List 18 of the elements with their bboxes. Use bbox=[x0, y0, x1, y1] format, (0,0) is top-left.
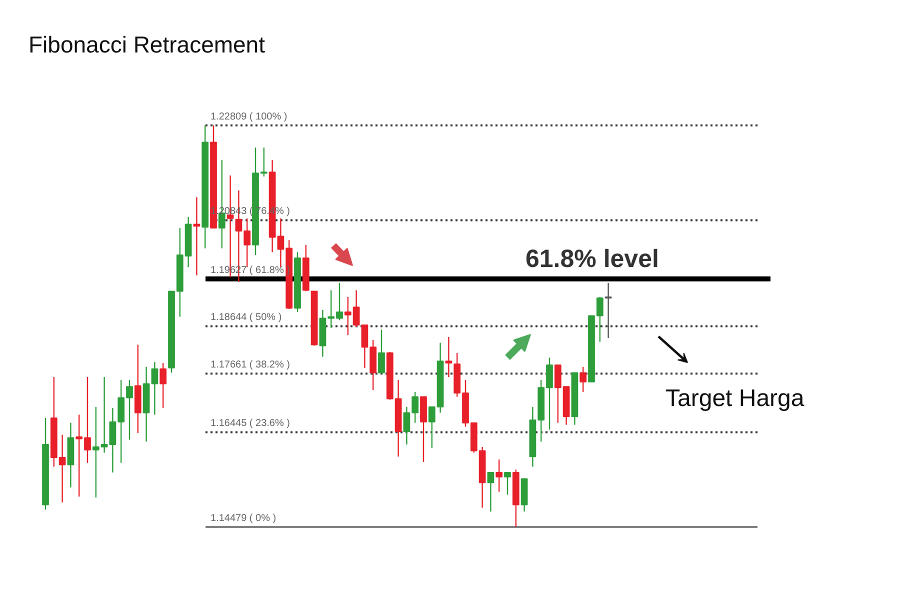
candlestick bbox=[604, 282, 612, 339]
ref-line-label: 1.18644 ( 50% ) bbox=[210, 312, 282, 324]
candlestick bbox=[504, 472, 511, 496]
candlestick bbox=[487, 472, 494, 512]
ref-line-label: 1.16445 ( 23.6% ) bbox=[210, 418, 290, 430]
ref-line-label: 1.17661 ( 38.2% ) bbox=[210, 360, 290, 371]
annotation: 61.8% level bbox=[526, 244, 659, 273]
candlestick bbox=[160, 362, 167, 408]
candlestick bbox=[378, 329, 385, 374]
candlestick bbox=[580, 366, 587, 393]
text: Target Harga bbox=[666, 385, 805, 412]
ref-line-label: 1.22809 ( 100% ) bbox=[210, 111, 288, 122]
candlestick bbox=[445, 336, 452, 378]
text: Fibonacci Retracement bbox=[28, 32, 266, 58]
ref-line-label: 1.14479 ( 0% ) bbox=[210, 513, 276, 524]
candlestick bbox=[496, 458, 503, 492]
candlestick bbox=[151, 361, 158, 416]
candlestick bbox=[193, 196, 200, 276]
